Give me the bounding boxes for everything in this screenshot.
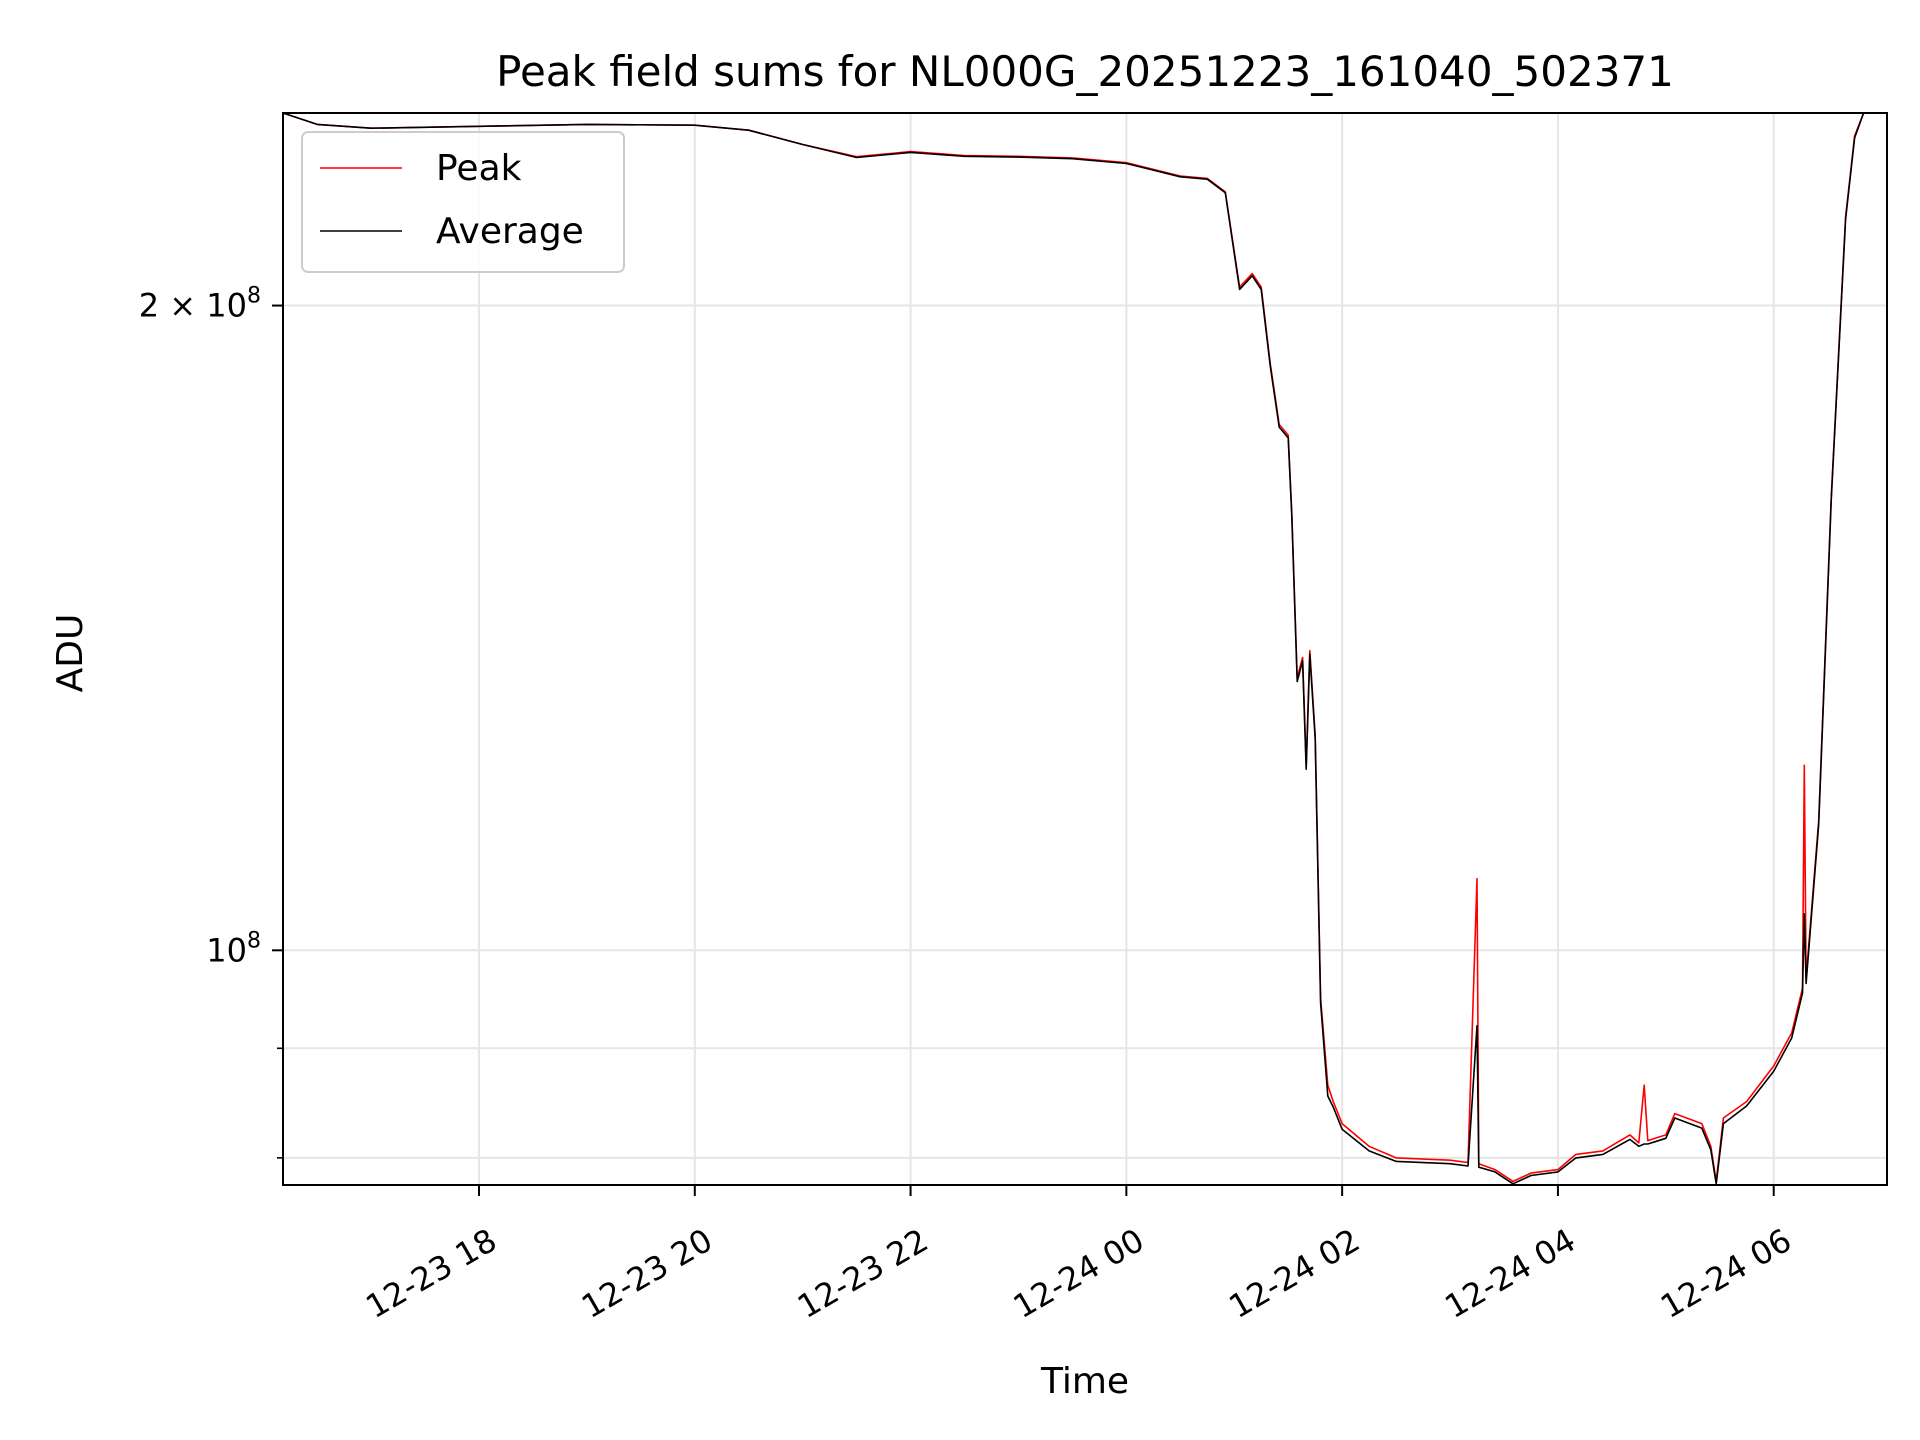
y-tick-label: 108 [206, 928, 261, 969]
series-line-average [282, 112, 1887, 1185]
legend: Peak Average [301, 131, 625, 273]
y-tick-label: 2 × 108 [139, 284, 261, 325]
legend-label-average: Average [436, 211, 584, 252]
chart-title: Peak field sums for NL000G_20251223_1610… [496, 47, 1674, 96]
x-axis-label: Time [1040, 1361, 1129, 1402]
legend-box [301, 131, 625, 273]
legend-label-peak: Peak [436, 148, 522, 189]
axes-frame [282, 112, 1888, 1186]
y-axis-label: ADU [50, 614, 91, 693]
